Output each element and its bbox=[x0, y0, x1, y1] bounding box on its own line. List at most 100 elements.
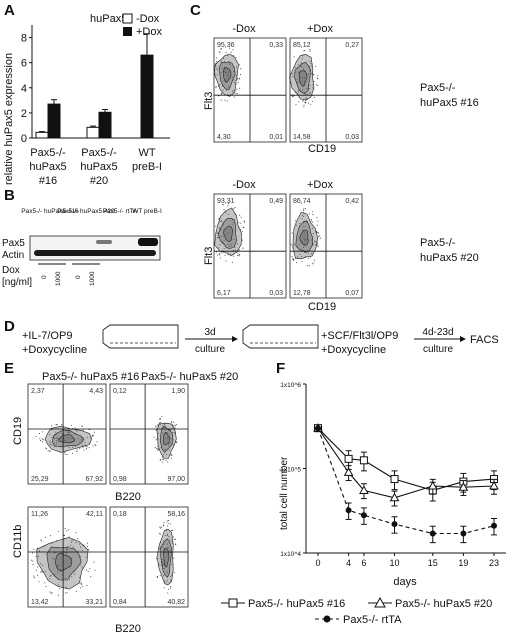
event-dot bbox=[53, 446, 55, 448]
event-dot bbox=[157, 432, 159, 434]
event-dot bbox=[162, 546, 164, 549]
event-dot bbox=[308, 265, 310, 267]
event-dot bbox=[214, 73, 216, 75]
cat-1-line2: huPax5 bbox=[29, 161, 66, 173]
legend-label-16: Pax5-/- huPax5 #16 bbox=[248, 598, 345, 610]
dox-value-4: 1000 bbox=[89, 271, 96, 286]
event-dot bbox=[59, 588, 61, 590]
event-dot bbox=[166, 533, 168, 535]
event-dot bbox=[316, 224, 318, 226]
event-dot bbox=[49, 440, 51, 442]
event-dot bbox=[166, 571, 168, 573]
event-dot bbox=[225, 211, 227, 213]
event-dot bbox=[169, 523, 171, 525]
e-xlabel-2: B220 bbox=[115, 623, 141, 635]
event-dot bbox=[290, 243, 292, 245]
event-dot bbox=[297, 64, 300, 66]
dox-value-1: 0 bbox=[41, 275, 48, 279]
event-dot bbox=[66, 552, 68, 554]
event-dot bbox=[170, 443, 172, 445]
event-dot bbox=[63, 437, 65, 439]
event-dot bbox=[223, 70, 225, 72]
c-xlabel-2: CD19 bbox=[308, 301, 336, 313]
event-dot bbox=[83, 449, 85, 451]
event-dot bbox=[305, 255, 307, 257]
c-col-2: +Dox bbox=[307, 23, 333, 35]
event-dot bbox=[80, 564, 82, 566]
event-dot bbox=[171, 542, 173, 544]
event-dot bbox=[294, 220, 296, 222]
event-dot bbox=[81, 567, 83, 569]
event-dot bbox=[317, 74, 319, 76]
event-dot bbox=[231, 261, 233, 264]
event-dot bbox=[90, 576, 92, 578]
flow-plots-e: 2,37 4,43 25,29 67,92 0,12 1,90 0,98 97,00 11,26… bbox=[27, 383, 189, 608]
event-dot bbox=[79, 441, 81, 443]
density-contour bbox=[52, 429, 85, 447]
chart-f-xlabel: days bbox=[393, 576, 417, 588]
facs-label: FACS bbox=[470, 334, 499, 346]
event-dot bbox=[219, 220, 221, 222]
event-dot bbox=[49, 434, 51, 436]
event-dot bbox=[239, 214, 241, 216]
event-dot bbox=[219, 253, 221, 255]
event-dot bbox=[224, 68, 226, 70]
event-dot bbox=[302, 100, 304, 102]
event-dot bbox=[63, 534, 65, 536]
event-dot bbox=[171, 454, 173, 457]
event-dot bbox=[81, 550, 83, 552]
point-triangle bbox=[458, 482, 469, 491]
event-dot bbox=[86, 436, 88, 438]
event-dot bbox=[163, 543, 165, 545]
quadrant-ll: 0,98 bbox=[113, 476, 127, 483]
event-dot bbox=[227, 254, 229, 256]
event-dot bbox=[64, 577, 66, 580]
event-dot bbox=[225, 72, 227, 74]
flow-plot: 95,36 0,33 4,30 0,01 bbox=[213, 37, 287, 143]
f-xtick-label: 15 bbox=[428, 558, 438, 568]
event-dot bbox=[307, 252, 309, 254]
event-dot bbox=[166, 579, 168, 581]
c-line-1b: huPax5 #16 bbox=[420, 97, 479, 109]
event-dot bbox=[303, 50, 305, 52]
event-dot bbox=[162, 425, 164, 427]
event-dot bbox=[40, 570, 43, 572]
event-dot bbox=[159, 526, 161, 528]
density-contour bbox=[156, 528, 174, 586]
event-dot bbox=[311, 72, 313, 75]
event-dot bbox=[71, 576, 73, 578]
event-dot bbox=[304, 243, 306, 245]
event-dot bbox=[317, 78, 319, 80]
event-dot bbox=[293, 243, 295, 245]
point-triangle bbox=[427, 481, 438, 490]
event-dot bbox=[216, 60, 218, 62]
event-dot bbox=[306, 61, 308, 63]
band-actin bbox=[34, 250, 156, 256]
event-dot bbox=[224, 99, 226, 101]
event-dot bbox=[223, 209, 225, 211]
event-dot bbox=[170, 453, 173, 455]
event-dot bbox=[166, 546, 168, 548]
event-dot bbox=[52, 557, 54, 559]
event-dot bbox=[239, 64, 241, 66]
event-dot bbox=[82, 585, 84, 587]
event-dot bbox=[75, 532, 77, 534]
event-dot bbox=[239, 87, 241, 89]
event-dot bbox=[222, 70, 224, 72]
quadrant-ur: 4,43 bbox=[89, 388, 103, 395]
event-dot bbox=[69, 559, 72, 561]
event-dot bbox=[306, 238, 308, 240]
f-ytick-label: 1x10^4 bbox=[280, 551, 301, 558]
a-ytick-label: 6 bbox=[21, 58, 27, 70]
event-dot bbox=[161, 559, 163, 561]
event-dot bbox=[72, 546, 74, 548]
quadrant-ul: 95,36 bbox=[217, 42, 235, 49]
event-dot bbox=[295, 66, 297, 69]
event-dot bbox=[80, 582, 82, 584]
event-dot bbox=[87, 570, 89, 573]
event-dot bbox=[238, 249, 240, 251]
density-contour bbox=[223, 66, 232, 83]
event-dot bbox=[41, 441, 43, 443]
event-dot bbox=[309, 49, 311, 51]
event-dot bbox=[220, 219, 223, 222]
